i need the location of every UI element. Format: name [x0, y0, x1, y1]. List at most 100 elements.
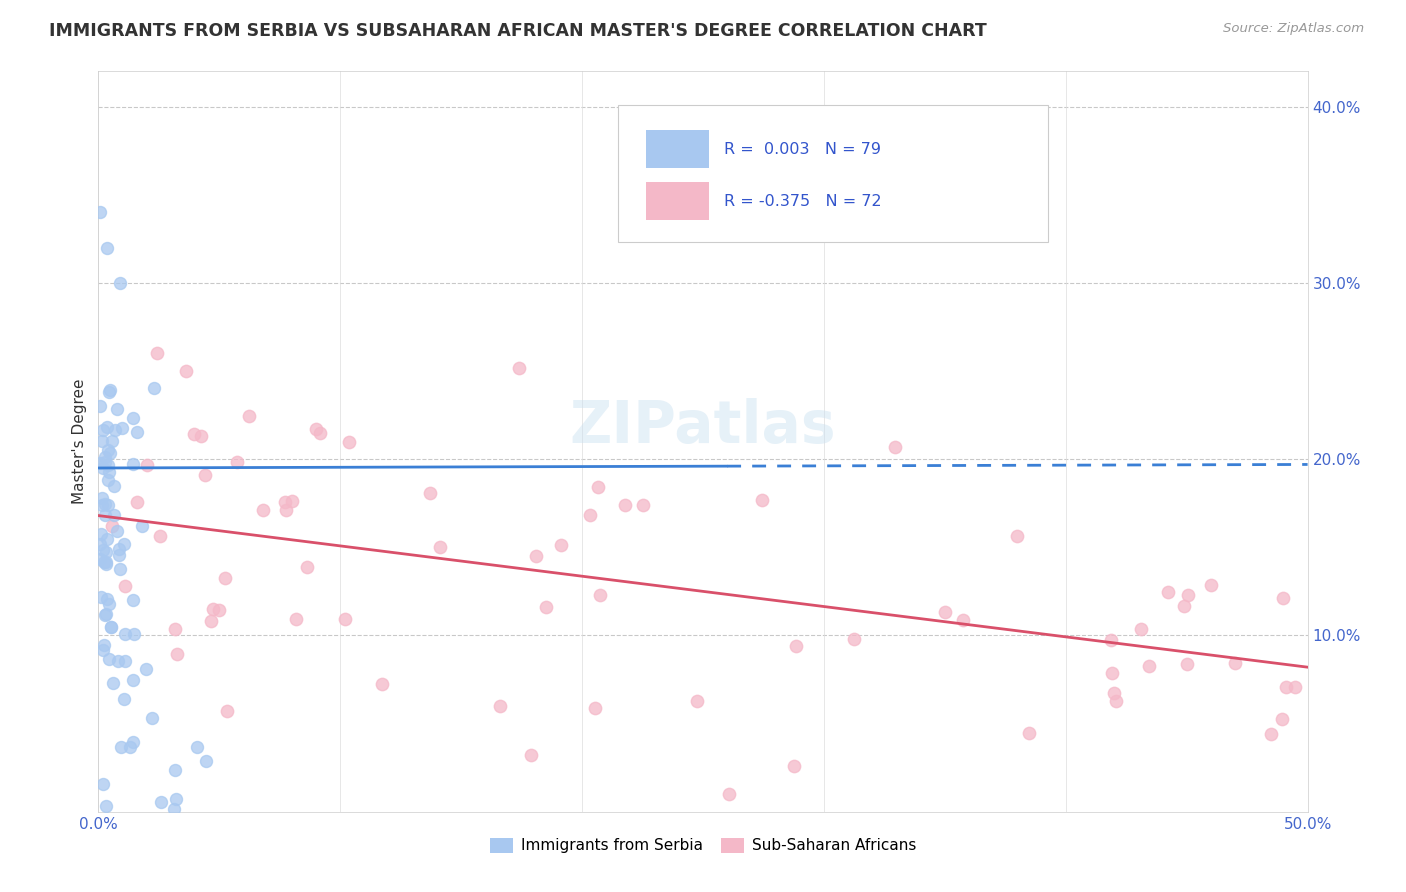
Point: [112, 537, 135, 551]
Point: [588, 480, 610, 494]
Point: [1101, 666, 1123, 681]
Point: [125, 494, 148, 508]
Point: [91, 542, 114, 557]
Point: [285, 612, 308, 626]
Text: Source: ZipAtlas.com: Source: ZipAtlas.com: [1223, 22, 1364, 36]
Point: [613, 498, 636, 512]
Point: [93, 497, 115, 511]
Point: [96, 532, 118, 546]
Point: [305, 422, 328, 436]
Point: [1271, 713, 1294, 727]
Point: [335, 612, 357, 626]
Point: [183, 427, 205, 442]
Point: [104, 423, 127, 437]
Point: [1173, 599, 1195, 613]
Point: [1102, 686, 1125, 700]
Point: [141, 711, 163, 725]
Point: [1272, 591, 1295, 605]
Point: [1137, 659, 1160, 673]
Point: [93, 555, 115, 569]
Point: [952, 613, 974, 627]
Point: [934, 605, 956, 619]
Point: [97, 652, 120, 666]
Point: [520, 747, 543, 762]
Point: [96, 420, 118, 434]
Point: [783, 759, 806, 773]
Point: [90, 434, 112, 448]
Point: [122, 627, 145, 641]
Point: [149, 529, 172, 543]
Point: [89, 537, 111, 551]
Point: [97, 498, 120, 512]
Point: [103, 508, 125, 522]
Point: [118, 740, 141, 755]
Point: [1130, 622, 1153, 636]
Point: [550, 537, 572, 551]
Point: [96, 241, 118, 255]
Point: [135, 662, 157, 676]
Point: [194, 754, 217, 768]
Point: [105, 402, 128, 417]
Point: [1275, 680, 1298, 694]
Point: [163, 622, 186, 636]
Point: [166, 647, 188, 661]
Point: [194, 467, 217, 482]
Point: [142, 381, 165, 395]
Point: [122, 457, 145, 471]
Point: [717, 787, 740, 801]
FancyBboxPatch shape: [619, 104, 1047, 242]
Point: [127, 425, 149, 440]
Point: [122, 411, 145, 425]
Point: [107, 655, 129, 669]
Text: R = -0.375   N = 72: R = -0.375 N = 72: [724, 194, 882, 209]
Point: [489, 698, 512, 713]
Point: [176, 364, 198, 378]
Point: [121, 673, 143, 687]
Point: [97, 473, 120, 487]
Bar: [647, 130, 709, 169]
Point: [91, 642, 114, 657]
Point: [105, 524, 128, 538]
Point: [91, 777, 114, 791]
Point: [94, 608, 117, 623]
Point: [1199, 578, 1222, 592]
Point: [751, 493, 773, 508]
Point: [1018, 726, 1040, 740]
Point: [90, 498, 112, 512]
Bar: [647, 182, 709, 220]
Point: [215, 705, 238, 719]
Point: [309, 426, 332, 441]
Point: [111, 421, 134, 435]
Point: [91, 491, 114, 505]
Point: [98, 383, 121, 397]
Point: [110, 276, 132, 290]
Point: [89, 456, 111, 470]
Point: [94, 607, 117, 622]
Point: [295, 559, 318, 574]
Point: [276, 503, 298, 517]
Point: [1284, 680, 1306, 694]
Point: [96, 545, 118, 559]
Point: [1157, 585, 1180, 599]
Point: [225, 455, 247, 469]
Point: [214, 571, 236, 585]
Point: [1007, 529, 1029, 543]
Point: [429, 540, 451, 554]
Point: [163, 801, 186, 815]
Point: [238, 409, 260, 424]
Point: [135, 458, 157, 472]
Point: [201, 601, 224, 615]
Point: [186, 739, 208, 754]
Point: [96, 555, 118, 569]
Point: [583, 701, 606, 715]
Point: [281, 494, 304, 508]
Point: [100, 434, 122, 449]
Point: [89, 400, 111, 414]
Point: [1175, 657, 1198, 672]
Point: [163, 763, 186, 777]
Point: [108, 562, 131, 576]
Point: [146, 346, 169, 360]
Point: [91, 461, 114, 475]
Point: [100, 620, 122, 634]
Point: [371, 677, 394, 691]
